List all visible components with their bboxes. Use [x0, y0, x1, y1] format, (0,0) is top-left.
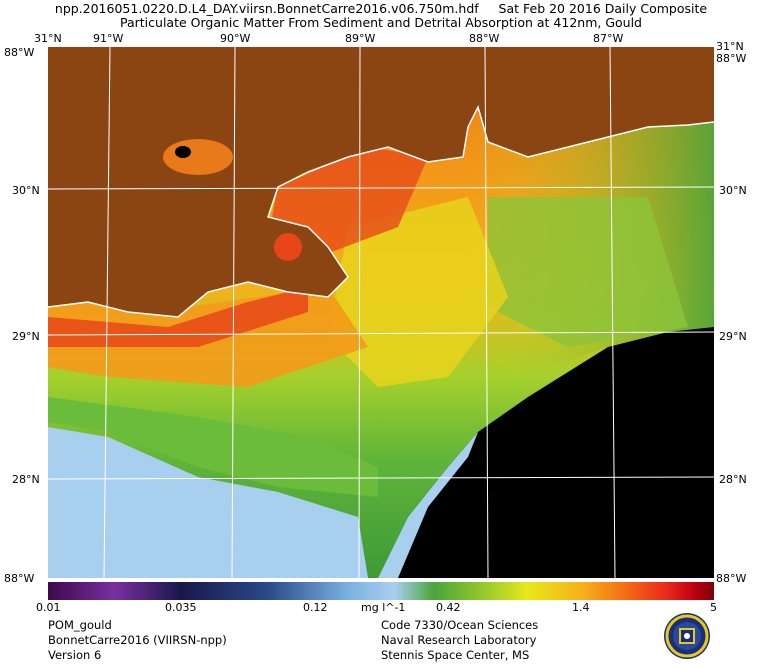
lat-label-28n-right: 28°N — [719, 473, 747, 486]
red-nearshore — [48, 287, 308, 347]
colorbar-gradient — [48, 582, 714, 600]
coastline — [48, 104, 714, 318]
org-location: Stennis Space Center, MS — [381, 648, 530, 662]
lake-maurepas — [175, 146, 191, 158]
org-name: Naval Research Laboratory — [381, 633, 537, 647]
green-mid-waters — [488, 197, 688, 347]
product-name: POM_gould — [48, 618, 112, 632]
subtitle: Particulate Organic Matter From Sediment… — [120, 15, 642, 30]
filename: npp.2016051.0220.D.L4_DAY.viirsn.BonnetC… — [54, 1, 479, 16]
lat-label-28n-left: 28°N — [12, 473, 40, 486]
lat-label-30n-left: 30°N — [12, 184, 40, 197]
satellite-map — [48, 47, 714, 578]
colorbar-tick-0-01: 0.01 — [36, 601, 61, 614]
blue-fringe — [378, 432, 478, 578]
left-top-corner-label: 88°W — [4, 46, 35, 59]
region-sensor: BonnetCarre2016 (VIIRSN-npp) — [48, 633, 227, 647]
offshore-blue — [48, 427, 368, 578]
colorbar-tick-5: 5 — [710, 601, 717, 614]
colorbar-tick-1-4: 1.4 — [572, 601, 590, 614]
lat-label-29n-right: 29°N — [719, 330, 747, 343]
colorbar-tick-0-12: 0.12 — [303, 601, 328, 614]
bottom-left-corner-label: 88°W — [4, 572, 35, 585]
colorbar — [48, 582, 714, 600]
lon-label-91w: 91°W — [93, 32, 124, 45]
green-west-band — [48, 397, 378, 497]
bottom-right-corner-label: 88°W — [716, 572, 747, 585]
colorbar-units: mg l^-1 — [361, 601, 406, 614]
nrl-seal-logo — [664, 613, 710, 659]
lake-pontchartrain — [163, 139, 233, 175]
colorbar-tick-0-42: 0.42 — [436, 601, 461, 614]
lon-label-88w: 88°W — [469, 32, 500, 45]
bay-lake — [274, 233, 302, 261]
composite-date: Sat Feb 20 2016 Daily Composite — [498, 1, 708, 16]
right-top-corner-label: 88°W — [716, 52, 747, 65]
title-line-1: npp.2016051.0220.D.L4_DAY.viirsn.BonnetC… — [0, 1, 762, 16]
lat-label-30n-right: 30°N — [719, 184, 747, 197]
top-right-corner-label: 31°N — [716, 40, 744, 53]
land-mass — [48, 47, 714, 317]
graticule — [48, 47, 714, 578]
lon-label-90w: 90°W — [220, 32, 251, 45]
version: Version 6 — [48, 648, 102, 662]
lat-label-29n-left: 29°N — [12, 330, 40, 343]
top-left-corner-label: 31°N — [34, 32, 62, 45]
lon-label-87w: 87°W — [593, 32, 624, 45]
colorbar-tick-0-035: 0.035 — [165, 601, 197, 614]
lon-label-89w: 89°W — [345, 32, 376, 45]
yellow-plume — [328, 197, 508, 387]
org-code: Code 7330/Ocean Sciences — [381, 618, 539, 632]
nodata-deep-water — [378, 327, 714, 578]
